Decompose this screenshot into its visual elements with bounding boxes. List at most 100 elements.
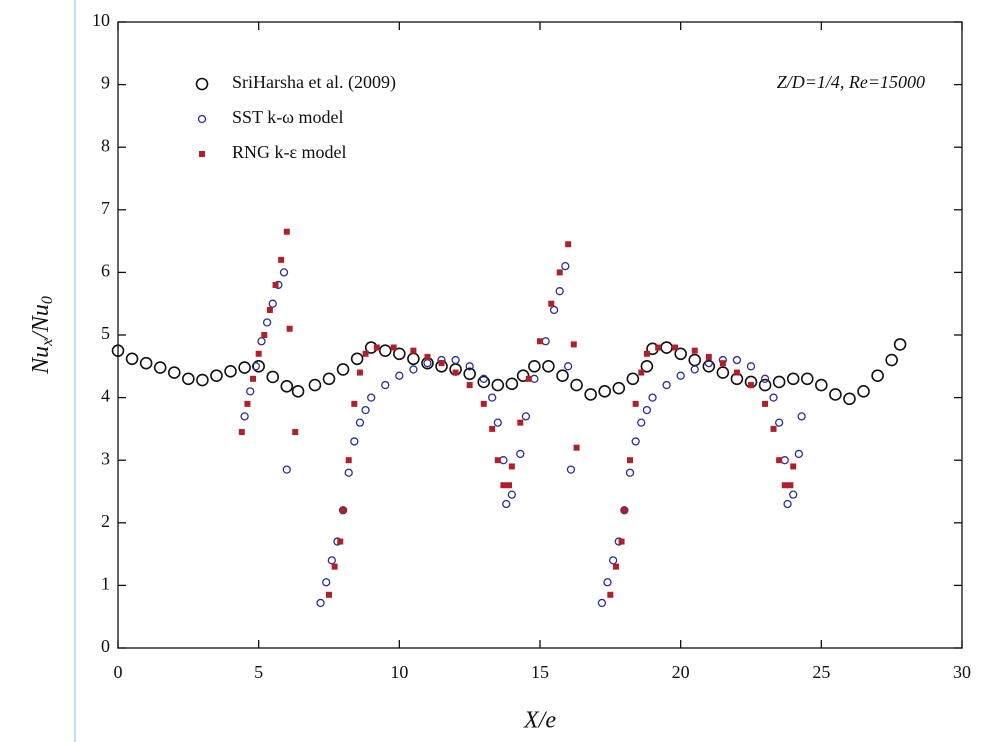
- marker: [238, 429, 245, 436]
- marker: [210, 369, 223, 382]
- marker: [525, 375, 532, 382]
- marker: [555, 287, 564, 296]
- marker: [815, 378, 828, 392]
- marker: [291, 385, 305, 398]
- y-tick-label: 1: [101, 574, 110, 594]
- marker: [760, 374, 770, 383]
- marker: [378, 344, 392, 357]
- marker: [381, 380, 390, 390]
- marker: [556, 269, 563, 276]
- marker: [373, 344, 380, 351]
- marker: [672, 344, 679, 351]
- marker: [261, 332, 268, 338]
- marker: [362, 350, 369, 357]
- marker: [424, 353, 431, 360]
- marker: [662, 380, 671, 390]
- marker: [570, 378, 583, 392]
- marker: [516, 449, 525, 459]
- marker: [607, 591, 614, 598]
- marker: [292, 429, 299, 436]
- marker: [255, 350, 262, 357]
- marker: [530, 374, 539, 383]
- marker: [566, 465, 576, 474]
- marker: [410, 347, 417, 354]
- marker: [465, 362, 474, 371]
- marker: [676, 371, 685, 380]
- marker: [326, 591, 332, 598]
- marker: [508, 463, 515, 470]
- y-label-sub: 0: [39, 296, 56, 304]
- marker: [507, 490, 517, 499]
- marker: [338, 506, 348, 515]
- marker: [153, 361, 167, 374]
- marker: [598, 385, 612, 398]
- marker: [407, 352, 420, 366]
- marker: [716, 366, 730, 379]
- marker: [561, 261, 570, 271]
- marker: [632, 400, 639, 407]
- marker: [367, 393, 376, 402]
- marker: [500, 482, 507, 489]
- marker: [612, 381, 626, 395]
- y-tick-label: 2: [101, 511, 110, 531]
- marker: [643, 350, 650, 357]
- marker: [480, 400, 487, 407]
- marker: [690, 365, 699, 374]
- marker: [493, 418, 502, 427]
- marker: [563, 362, 573, 371]
- marker: [746, 362, 756, 371]
- marker: [885, 353, 898, 367]
- marker: [395, 371, 404, 380]
- marker: [621, 507, 628, 514]
- marker: [250, 375, 257, 382]
- marker: [499, 456, 508, 465]
- y-axis-label: Nux/Nu0: [28, 296, 56, 375]
- marker: [266, 306, 273, 313]
- marker: [452, 369, 459, 376]
- y-tick-label: 5: [101, 323, 110, 343]
- marker: [393, 347, 406, 361]
- marker: [337, 538, 344, 545]
- marker: [789, 490, 798, 499]
- marker: [638, 369, 645, 376]
- marker: [794, 449, 803, 459]
- marker: [517, 419, 524, 426]
- marker: [627, 457, 634, 464]
- y-tick-label: 7: [101, 198, 110, 218]
- marker: [308, 378, 322, 392]
- marker: [732, 355, 742, 365]
- marker: [356, 369, 363, 376]
- marker: [748, 382, 754, 389]
- marker: [769, 393, 778, 402]
- marker: [573, 444, 580, 451]
- x-tick-label: 30: [953, 662, 971, 682]
- marker: [521, 412, 531, 421]
- legend-marker: [199, 151, 205, 157]
- marker: [674, 347, 687, 361]
- marker: [626, 372, 640, 386]
- marker: [800, 372, 814, 386]
- marker: [451, 355, 460, 365]
- y-tick-label: 8: [101, 135, 110, 155]
- marker: [409, 365, 418, 374]
- marker: [238, 361, 251, 374]
- marker: [182, 372, 195, 386]
- marker: [316, 598, 325, 608]
- y-tick-label: 0: [101, 636, 110, 656]
- marker: [786, 372, 800, 386]
- marker: [279, 268, 289, 277]
- marker: [688, 353, 702, 367]
- marker: [257, 337, 266, 346]
- marker: [584, 388, 597, 401]
- marker: [772, 375, 786, 389]
- marker: [345, 457, 352, 464]
- marker: [648, 393, 657, 402]
- marker: [548, 300, 555, 307]
- marker: [340, 507, 347, 514]
- marker: [705, 353, 712, 360]
- annotation: Z/D=1/4, Re=15000: [777, 72, 925, 92]
- marker: [272, 281, 279, 288]
- marker: [783, 499, 792, 509]
- marker: [625, 468, 635, 477]
